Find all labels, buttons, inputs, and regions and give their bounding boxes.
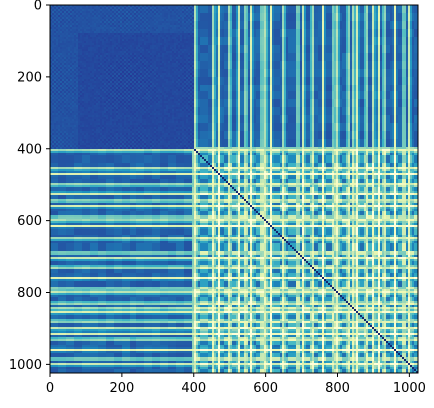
heatmap-image	[50, 5, 418, 373]
heatmap-raster	[50, 5, 418, 373]
x-tick-label: 800	[325, 381, 350, 396]
y-tick-label: 800	[17, 286, 42, 301]
plot-frame	[49, 4, 419, 374]
x-tick-label: 400	[181, 381, 206, 396]
x-axis: 0 200 400 600 800 1000	[46, 373, 426, 396]
y-tick-label: 0	[34, 0, 42, 14]
x-tick-label: 1000	[393, 381, 426, 396]
y-axis: 0 200 400 600 800 1000	[9, 0, 50, 373]
y-tick-label: 1000	[9, 358, 42, 373]
y-tick-label: 400	[17, 142, 42, 157]
y-tick-label: 200	[17, 70, 42, 85]
y-tick-label: 600	[17, 214, 42, 229]
x-tick-label: 0	[46, 381, 54, 396]
x-tick-label: 600	[253, 381, 278, 396]
x-tick-label: 200	[109, 381, 134, 396]
